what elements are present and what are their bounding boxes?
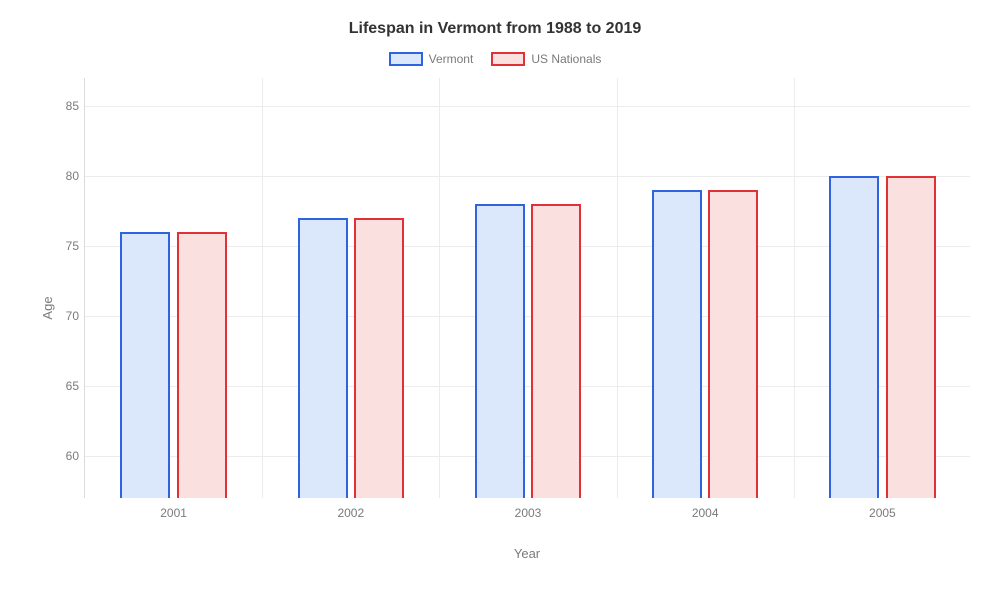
bar xyxy=(177,232,227,498)
y-tick-label: 80 xyxy=(47,169,79,183)
legend-item-vermont: Vermont xyxy=(389,52,474,66)
y-tick-label: 85 xyxy=(47,99,79,113)
legend-swatch-vermont xyxy=(389,52,423,66)
legend-item-us-nationals: US Nationals xyxy=(491,52,601,66)
gridline-vertical xyxy=(794,78,795,498)
bar xyxy=(886,176,936,498)
legend-label: Vermont xyxy=(429,52,474,66)
y-tick-label: 60 xyxy=(47,449,79,463)
gridline xyxy=(85,106,970,107)
bar xyxy=(120,232,170,498)
chart-title: Lifespan in Vermont from 1988 to 2019 xyxy=(20,20,970,38)
bar xyxy=(354,218,404,498)
bar xyxy=(531,204,581,498)
legend-label: US Nationals xyxy=(531,52,601,66)
y-tick-label: 70 xyxy=(47,309,79,323)
gridline-vertical xyxy=(439,78,440,498)
x-tick-label: 2003 xyxy=(515,506,542,520)
x-axis-label: Year xyxy=(84,546,970,561)
plot-inner: 60657075808520012002200320042005 xyxy=(84,78,970,498)
legend: Vermont US Nationals xyxy=(20,52,970,66)
y-tick-label: 75 xyxy=(47,239,79,253)
x-tick-label: 2005 xyxy=(869,506,896,520)
bar xyxy=(829,176,879,498)
plot-area: Age 60657075808520012002200320042005 xyxy=(84,78,970,538)
bar xyxy=(475,204,525,498)
bar xyxy=(298,218,348,498)
x-tick-label: 2002 xyxy=(337,506,364,520)
bar xyxy=(708,190,758,498)
y-tick-label: 65 xyxy=(47,379,79,393)
gridline-vertical xyxy=(617,78,618,498)
chart-container: Lifespan in Vermont from 1988 to 2019 Ve… xyxy=(0,0,1000,600)
x-tick-label: 2004 xyxy=(692,506,719,520)
bar xyxy=(652,190,702,498)
legend-swatch-us-nationals xyxy=(491,52,525,66)
x-tick-label: 2001 xyxy=(160,506,187,520)
gridline-vertical xyxy=(262,78,263,498)
